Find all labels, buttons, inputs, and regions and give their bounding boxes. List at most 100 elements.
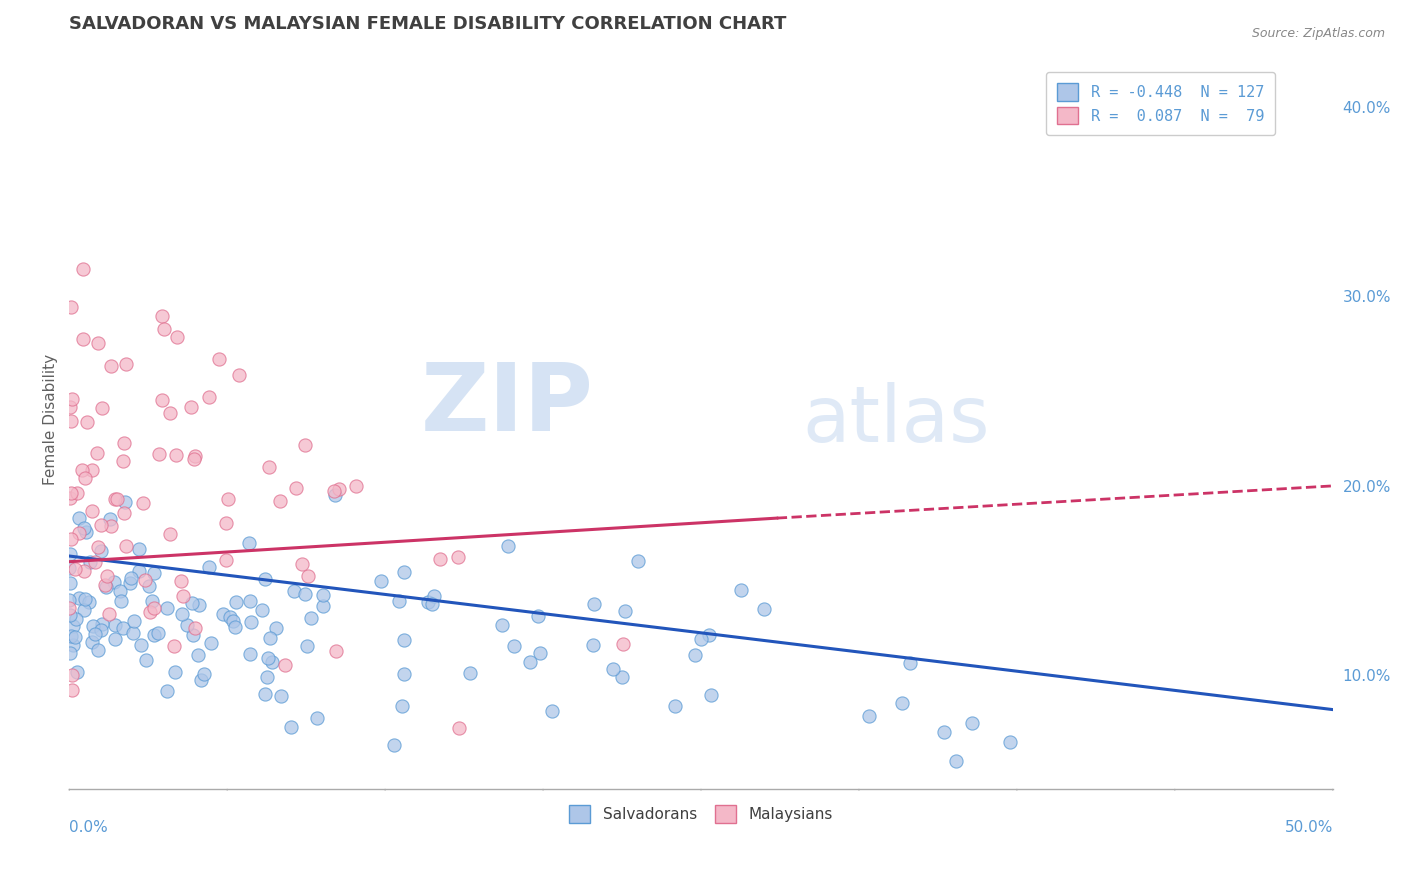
Point (87, 336, 110, 351)
Point (72, 332, 94, 346)
Point (138, 605, 160, 619)
Point (73, 521, 96, 535)
Point (370, 574, 392, 588)
Point (323, 483, 346, 498)
Point (60, 392, 83, 407)
Point (112, 454, 135, 468)
Point (129, 639, 152, 653)
Point (135, 653, 157, 667)
Point (91, 616, 114, 631)
Point (312, 588, 335, 602)
Point (270, 689, 292, 703)
Point (58, 491, 80, 505)
Point (392, 667, 415, 681)
Point (104, 491, 127, 506)
Point (66, 486, 89, 500)
Point (94, 580, 117, 594)
Point (63, 562, 86, 576)
Point (180, 400, 202, 414)
Text: ZIP: ZIP (420, 359, 593, 450)
Point (115, 539, 138, 553)
Point (582, 638, 605, 652)
Point (325, 644, 347, 658)
Point (269, 494, 291, 508)
Point (388, 594, 411, 608)
Point (627, 554, 650, 568)
Point (104, 632, 127, 647)
Point (219, 609, 242, 624)
Point (392, 632, 415, 647)
Point (60, 301, 83, 315)
Point (262, 656, 284, 670)
Point (90, 517, 112, 532)
Point (112, 435, 135, 450)
Point (115, 357, 138, 371)
Point (80, 463, 103, 477)
Point (526, 609, 548, 624)
Point (254, 572, 277, 586)
Point (150, 393, 173, 408)
Point (59, 400, 82, 414)
Point (264, 621, 287, 635)
Point (285, 481, 308, 495)
Point (610, 669, 633, 683)
Point (86, 445, 108, 459)
Point (458, 666, 481, 681)
Point (156, 601, 179, 615)
Point (613, 604, 636, 618)
Point (299, 610, 322, 624)
Text: atlas: atlas (801, 382, 990, 458)
Point (108, 583, 131, 598)
Point (146, 625, 169, 640)
Point (66, 665, 89, 680)
Point (612, 637, 634, 651)
Point (239, 647, 262, 661)
Point (141, 594, 163, 608)
Point (165, 448, 187, 462)
Point (730, 582, 752, 597)
Point (72, 261, 94, 276)
Point (283, 584, 305, 599)
Text: 50.0%: 50.0% (1285, 820, 1333, 835)
Point (96, 568, 118, 582)
Point (429, 552, 451, 566)
Point (274, 657, 297, 672)
Point (105, 492, 128, 507)
Point (103, 575, 125, 590)
Point (392, 565, 415, 579)
Point (176, 618, 198, 632)
Point (128, 564, 150, 578)
Point (73, 603, 96, 617)
Point (73, 592, 96, 607)
Point (257, 651, 280, 665)
Point (323, 488, 346, 502)
Point (960, 715, 983, 730)
Point (945, 754, 967, 768)
Point (128, 542, 150, 557)
Point (496, 539, 519, 553)
Point (307, 711, 329, 725)
Point (391, 698, 413, 713)
Point (689, 632, 711, 647)
Point (65, 612, 87, 626)
Point (172, 589, 194, 603)
Point (90, 401, 112, 416)
Point (529, 646, 551, 660)
Point (664, 698, 686, 713)
Point (59, 547, 82, 561)
Point (80, 503, 103, 517)
Point (90, 543, 112, 558)
Point (239, 615, 262, 630)
Point (100, 512, 122, 526)
Point (184, 622, 207, 636)
Point (188, 598, 211, 612)
Point (932, 724, 955, 739)
Point (280, 720, 302, 734)
Point (256, 670, 278, 684)
Point (422, 597, 444, 611)
Point (382, 738, 405, 752)
Legend: Salvadorans, Malaysians: Salvadorans, Malaysians (558, 794, 844, 833)
Point (228, 368, 250, 382)
Point (193, 667, 215, 681)
Point (79, 555, 101, 569)
